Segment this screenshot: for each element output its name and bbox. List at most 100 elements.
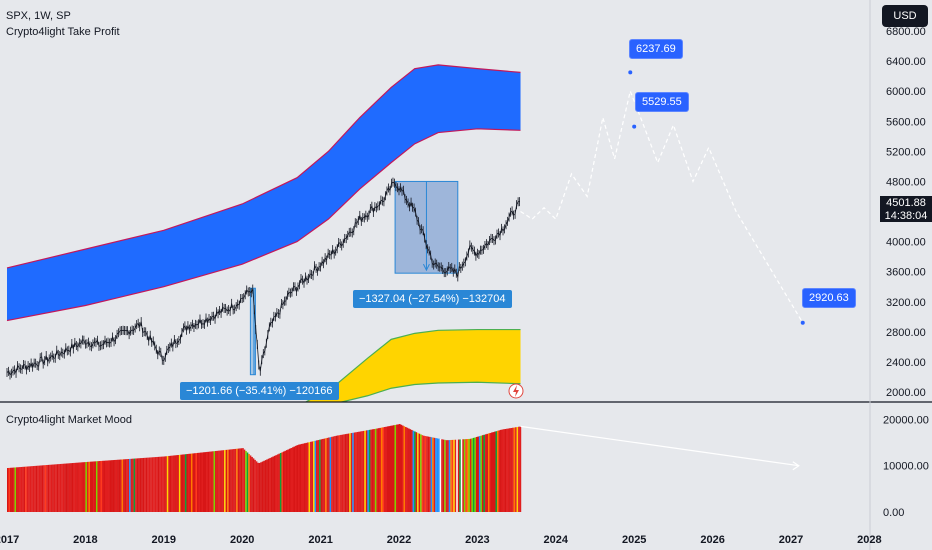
mood-bar bbox=[462, 439, 464, 512]
mood-bar bbox=[512, 427, 514, 512]
mood-bar bbox=[212, 451, 214, 512]
measure-layer bbox=[249, 180, 459, 376]
mood-bar bbox=[16, 467, 18, 512]
projection-label[interactable]: 5529.55 bbox=[635, 92, 689, 112]
mood-bar bbox=[349, 433, 351, 512]
mood-bar bbox=[199, 452, 202, 512]
mood-bar bbox=[163, 456, 166, 512]
mood-bar bbox=[37, 465, 39, 512]
mood-bar bbox=[239, 448, 241, 512]
lower-band bbox=[305, 329, 521, 402]
mood-bar bbox=[356, 431, 359, 512]
mood-bar bbox=[40, 465, 42, 512]
mood-bar bbox=[171, 455, 173, 512]
mood-bar bbox=[50, 464, 53, 512]
x-tick-label: 2018 bbox=[73, 534, 97, 546]
mood-bar bbox=[35, 465, 38, 512]
mood-bar bbox=[341, 434, 344, 512]
mood-bar bbox=[498, 430, 501, 512]
mood-bar bbox=[388, 426, 391, 512]
y-tick-label: 6800.00 bbox=[886, 26, 926, 38]
mood-bar bbox=[329, 437, 332, 512]
mood-bar bbox=[429, 436, 431, 512]
mood-bar bbox=[322, 438, 324, 512]
mood-bar bbox=[451, 439, 454, 512]
mood-bar bbox=[435, 438, 437, 512]
projection-label[interactable]: 6237.69 bbox=[629, 39, 683, 59]
mood-bar bbox=[456, 439, 458, 512]
measure-label-2022[interactable]: −1327.04 (−27.54%) −132704 bbox=[353, 290, 512, 308]
mood-bar bbox=[311, 441, 314, 512]
mood-bar bbox=[98, 461, 101, 512]
mood-bar bbox=[190, 453, 193, 512]
mood-bar bbox=[175, 455, 178, 512]
mood-bar bbox=[237, 448, 240, 512]
mood-bar bbox=[106, 460, 109, 512]
mood-bar bbox=[109, 460, 112, 512]
x-tick-label: 2017 bbox=[0, 534, 19, 546]
mood-bar bbox=[480, 435, 483, 512]
mood-bar bbox=[460, 439, 463, 512]
mood-bar bbox=[100, 460, 103, 512]
mood-bar bbox=[426, 436, 428, 512]
upper-band bbox=[7, 64, 521, 321]
mood-bar bbox=[138, 458, 140, 512]
mood-bar bbox=[386, 426, 389, 512]
mood-bar bbox=[22, 466, 24, 512]
mood-bar bbox=[409, 429, 412, 512]
mood-bar bbox=[129, 458, 131, 512]
mood-bar bbox=[162, 456, 164, 512]
mood-bar bbox=[189, 453, 192, 512]
mood-bar bbox=[52, 464, 54, 512]
mood-bar bbox=[31, 466, 33, 512]
mood-bar bbox=[266, 459, 268, 512]
y-tick-label: 6400.00 bbox=[886, 56, 926, 68]
mood-bar bbox=[55, 464, 57, 512]
mood-bar bbox=[331, 436, 333, 512]
mood-bar bbox=[38, 465, 41, 512]
mood-bar bbox=[88, 461, 91, 512]
projection-label[interactable]: 2920.63 bbox=[802, 288, 856, 308]
x-tick-label: 2024 bbox=[544, 534, 569, 546]
mood-bar bbox=[187, 453, 190, 512]
mood-bar bbox=[361, 431, 363, 512]
measure-label-2020[interactable]: −1201.66 (−35.41%) −120166 bbox=[180, 382, 339, 400]
mood-bar bbox=[118, 459, 121, 512]
mood-bar bbox=[486, 433, 489, 512]
mood-bar bbox=[249, 455, 252, 512]
mood-bar bbox=[135, 458, 137, 512]
y-tick-label: 0.00 bbox=[883, 507, 904, 519]
mood-bar bbox=[10, 467, 12, 512]
mood-bar bbox=[338, 435, 341, 512]
mood-bar bbox=[483, 434, 486, 512]
mood-bar bbox=[301, 443, 303, 512]
price-layer bbox=[6, 177, 521, 380]
mood-bar bbox=[475, 436, 478, 512]
mood-bar bbox=[389, 425, 392, 512]
mood-bar bbox=[243, 449, 246, 512]
measure-box-2020 bbox=[249, 287, 256, 376]
y-tick-label: 4000.00 bbox=[886, 237, 926, 249]
mood-bar bbox=[145, 457, 148, 512]
x-tick-label: 2020 bbox=[230, 534, 254, 546]
mood-bar bbox=[368, 429, 371, 512]
mood-bar bbox=[359, 431, 362, 512]
last-price-tag: 4501.88 14:38:04 bbox=[880, 196, 932, 222]
mood-bar bbox=[302, 443, 305, 512]
mood-bar bbox=[430, 437, 433, 512]
lower-band-top-edge bbox=[304, 328, 521, 402]
mood-bar bbox=[450, 439, 452, 512]
currency-button[interactable]: USD bbox=[882, 5, 928, 27]
mood-bar bbox=[120, 459, 122, 512]
mood-bar bbox=[117, 459, 119, 512]
mood-bar bbox=[264, 460, 267, 512]
mood-bar bbox=[364, 430, 366, 512]
mood-bar bbox=[337, 435, 339, 512]
mood-bar bbox=[278, 453, 280, 512]
mood-bar bbox=[477, 436, 479, 512]
mood-bar bbox=[463, 439, 466, 512]
y-tick-label: 4800.00 bbox=[886, 176, 926, 188]
mood-bar bbox=[320, 439, 323, 512]
